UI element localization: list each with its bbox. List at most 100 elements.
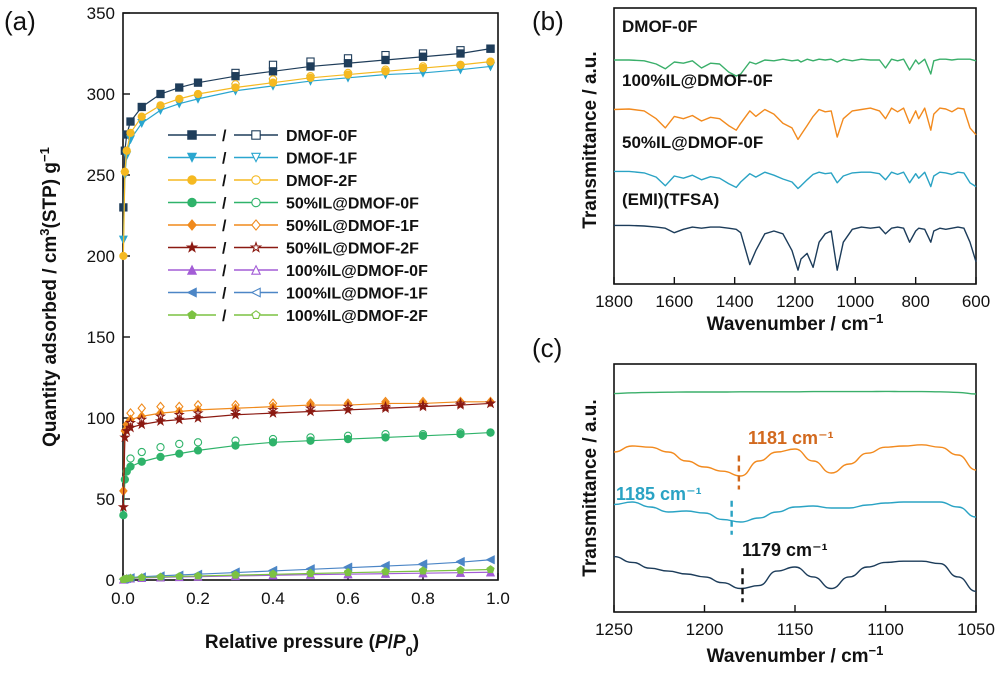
panel-tag-b: (b) (532, 6, 564, 36)
panel-b-xtick-label: 1400 (716, 292, 754, 311)
panel-a-ads-point (343, 70, 353, 79)
panel-c-trace-line (613, 501, 977, 523)
panel-c-xtick-label: 1150 (777, 620, 814, 639)
legend-filled-marker (186, 287, 197, 298)
legend-filled-marker (187, 197, 197, 208)
panel-a-ads-point (119, 511, 128, 520)
panel-b-trace-label: 100%IL@DMOF-0F (622, 71, 773, 90)
panel-a-ads-point (120, 475, 130, 484)
panel-c-annotation: 1179 cm⁻¹ (741, 540, 828, 603)
panel-b-trace-label: DMOF-0F (622, 17, 698, 36)
panel-a-ads-point (381, 567, 390, 576)
legend-separator: / (222, 241, 227, 258)
panel-b-trace-line (613, 107, 977, 141)
panel-b-trace-label: (EMI)(TFSA) (622, 190, 719, 209)
panel-a-ads-point (193, 446, 203, 455)
panel-a-ads-point (381, 433, 390, 442)
panel-c-trace-line (613, 444, 977, 477)
panel-a-ads-point (456, 49, 465, 58)
panel-b-trace-line (614, 170, 977, 190)
legend-separator: / (222, 173, 227, 190)
panel-a-ads-point (119, 203, 128, 212)
panel-b-trace-line (614, 58, 977, 77)
panel-a-ads-point (268, 438, 278, 447)
panel-c-peak-label: 1179 cm⁻¹ (742, 540, 828, 560)
legend-label: 100%IL@DMOF-1F (286, 286, 428, 303)
panel-a-ads-point (456, 566, 465, 574)
panel-a-ylabel-sup2: −1 (37, 147, 52, 162)
legend-filled-marker (186, 152, 198, 163)
panel-a-ads-point (156, 89, 165, 99)
legend-open-marker (251, 310, 261, 319)
panel-a-des-point (156, 443, 165, 452)
panel-a-ads-point (342, 404, 354, 415)
panel-a-ads-point (343, 59, 353, 68)
panel-a-xlabel-close: ) (413, 632, 419, 653)
panel-a-ytick-label: 150 (87, 328, 115, 347)
panel-a-ytick-label: 50 (96, 490, 115, 509)
panel-a-ytick-label: 200 (87, 247, 115, 266)
panel-a-ads-point (231, 72, 240, 81)
panel-a-ads-point (456, 60, 465, 69)
panel-c-ir-zoom-chart: 1250 1200 1150 1100 1050 1181 cm⁻¹ 1185 cm⁻¹ 1… (580, 363, 995, 667)
legend-item: / DMOF-1F (168, 151, 357, 168)
panel-a-ads-point (229, 408, 242, 420)
panel-c-trace (613, 390, 977, 395)
panel-b-ylabel: Transmittance / a.u. (580, 51, 601, 228)
legend-separator: / (222, 308, 227, 325)
panel-c-annotation: 1185 cm⁻¹ (616, 484, 733, 535)
panel-a-ads-line (122, 48, 491, 208)
panel-b-trace: DMOF-0F (614, 17, 977, 77)
panel-a-ads-point (417, 400, 429, 412)
panel-a-xlabel-p0: P (393, 632, 406, 653)
panel-a-ads-point (456, 430, 465, 439)
panel-a-ads-point (136, 418, 148, 430)
legend-label: 100%IL@DMOF-2F (286, 308, 428, 325)
legend-label: DMOF-0F (286, 128, 357, 145)
panel-b-xtick-label: 1800 (595, 292, 633, 311)
panel-a-ads-point (267, 407, 279, 418)
panel-a-ads-point (231, 441, 240, 450)
panel-a-ads-point (418, 63, 428, 73)
panel-b-trace: 100%IL@DMOF-0F (613, 71, 977, 141)
panel-a-ads-point (175, 94, 184, 104)
panel-a-des-point (126, 454, 135, 463)
panel-a-ads-point (306, 73, 315, 82)
panel-a-ads-point (156, 101, 165, 110)
panel-a-ads-point (124, 421, 137, 433)
panel-a-ads-point (418, 559, 428, 569)
panel-a-ads-line (122, 61, 491, 257)
panel-a-ads-point (156, 572, 165, 581)
legend-filled-marker (187, 130, 197, 140)
panel-a-ads-point (126, 128, 135, 138)
panel-a-ads-point (122, 146, 131, 155)
panel-a-ads-point (126, 117, 135, 126)
panel-a-ads-point (306, 62, 315, 71)
panel-a-ytick-label: 350 (87, 4, 115, 23)
legend-item: / DMOF-0F (168, 128, 357, 145)
legend-separator: / (222, 151, 227, 168)
panel-a-ytick-label: 0 (106, 571, 115, 590)
legend-open-marker (249, 240, 263, 253)
panel-b-trace-label: 50%IL@DMOF-0F (622, 133, 763, 152)
legend-open-marker (251, 197, 261, 208)
legend-separator: / (222, 286, 227, 303)
panel-a-ads-point (120, 167, 130, 176)
legend-filled-marker (187, 219, 197, 231)
legend-separator: / (222, 218, 227, 235)
panel-a-ads-point (231, 83, 240, 92)
panel-a-ads-point (231, 570, 240, 579)
panel-a-ads-point (304, 405, 317, 417)
panel-c-xtick-label: 1050 (957, 620, 995, 639)
panel-c-trace (613, 501, 977, 523)
legend-item: / 100%IL@DMOF-1F (168, 286, 428, 303)
panel-a-ylabel: Quantity adsorbed / cm3(STP) g−1 (37, 147, 62, 447)
panel-a-ads-point (137, 112, 146, 121)
panel-a-ads-point (192, 412, 204, 423)
panel-b-xtick-label: 1000 (836, 292, 874, 311)
panel-a-isotherm-chart: 0.0 0.2 0.4 0.6 0.8 1.0050100150200250300350 … (37, 4, 510, 659)
legend-separator: / (222, 128, 227, 145)
panel-a-ylabel-stp: (STP) g (40, 162, 61, 229)
legend-filled-marker (187, 310, 197, 319)
legend-item: / 50%IL@DMOF-2F (168, 241, 419, 258)
